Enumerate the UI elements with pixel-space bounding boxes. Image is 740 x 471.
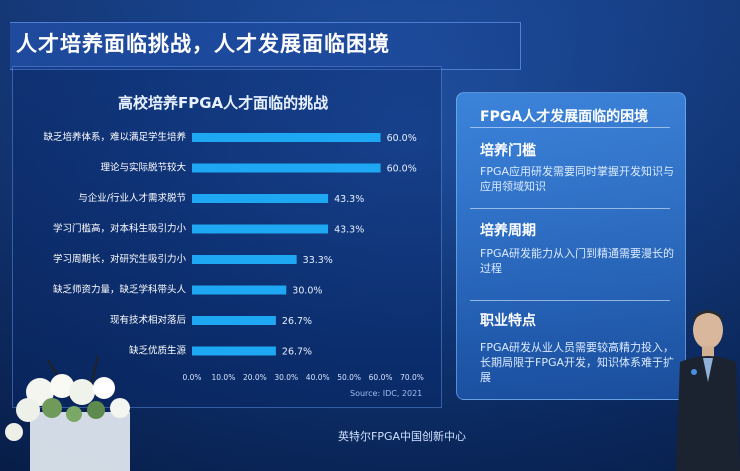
right-panel-title: FPGA人才发展面临的困境 bbox=[480, 109, 649, 125]
category-label: 学习门槛高，对本科生吸引力小 bbox=[53, 223, 187, 235]
flowers-decoration bbox=[5, 355, 130, 471]
bar bbox=[192, 255, 297, 264]
x-tick-label: 40.0% bbox=[306, 373, 330, 382]
section-heading-threshold: 培养门槛 bbox=[480, 143, 536, 159]
chart-source: Source: IDC, 2021 bbox=[350, 389, 423, 398]
divider bbox=[470, 208, 670, 209]
category-label: 现有技术相对落后 bbox=[110, 314, 187, 326]
section-heading-cycle: 培养周期 bbox=[480, 223, 536, 239]
value-label: 33.3% bbox=[303, 255, 333, 266]
bar bbox=[192, 194, 329, 203]
divider bbox=[470, 127, 670, 128]
bar bbox=[192, 316, 276, 325]
section-body-career: FPGA研发从业人员需要较高精力投入，长期局限于FPGA开发，知识体系难于扩展 bbox=[480, 341, 675, 384]
category-label: 理论与实际脱节较大 bbox=[100, 162, 186, 174]
section-body-threshold: FPGA应用研发需要同时掌握开发知识与应用领域知识 bbox=[480, 165, 675, 193]
value-label: 43.3% bbox=[334, 225, 364, 236]
x-tick-label: 60.0% bbox=[369, 373, 393, 382]
x-tick-label: 0.0% bbox=[182, 373, 201, 382]
x-tick-label: 30.0% bbox=[274, 373, 298, 382]
category-label: 缺乏优质生源 bbox=[129, 345, 187, 357]
x-tick-label: 10.0% bbox=[212, 373, 236, 382]
section-body-cycle: FPGA研发能力从入门到精通需要漫长的过程 bbox=[480, 247, 675, 275]
slide-footer: 英特尔FPGA中国创新中心 bbox=[338, 430, 467, 443]
value-label: 43.3% bbox=[334, 194, 364, 205]
bar bbox=[192, 346, 276, 356]
section-heading-career: 职业特点 bbox=[480, 313, 536, 329]
value-label: 26.7% bbox=[282, 347, 312, 358]
bar bbox=[192, 163, 381, 173]
x-tick-label: 50.0% bbox=[337, 373, 361, 382]
bar bbox=[192, 224, 329, 234]
x-tick-label: 70.0% bbox=[400, 373, 424, 382]
value-label: 26.7% bbox=[282, 316, 312, 327]
value-label: 60.0% bbox=[387, 133, 417, 144]
value-label: 30.0% bbox=[292, 286, 322, 297]
bar bbox=[192, 285, 287, 295]
bar bbox=[192, 133, 381, 142]
category-label: 缺乏培养体系，难以满足学生培养 bbox=[43, 131, 186, 143]
slide-title: 人才培养面临挑战，人才发展面临困境 bbox=[16, 32, 390, 56]
right-panel bbox=[456, 92, 686, 400]
category-label: 缺乏师资力量，缺乏学科带头人 bbox=[53, 284, 187, 296]
title-bar bbox=[10, 22, 521, 70]
chart-title: 高校培养FPGA人才面临的挑战 bbox=[118, 94, 329, 112]
presenter-photo bbox=[676, 310, 740, 471]
category-label: 与企业/行业人才需求脱节 bbox=[78, 192, 186, 204]
category-label: 学习周期长，对研究生吸引力小 bbox=[53, 253, 187, 265]
x-tick-label: 20.0% bbox=[243, 373, 267, 382]
divider bbox=[470, 300, 670, 301]
value-label: 60.0% bbox=[387, 164, 417, 175]
